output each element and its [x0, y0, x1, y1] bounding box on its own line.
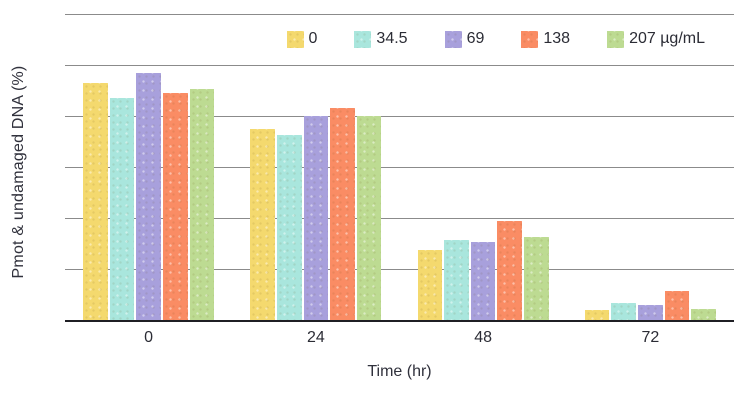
legend-item-34.5: 34.5 [354, 30, 408, 48]
bar-series-0-time-72 [584, 309, 610, 320]
legend: 0 34.5 69 138 207 µg/mL [286, 30, 705, 48]
bar-series-207 µg/mL-time-0 [189, 89, 215, 320]
legend-item-69: 69 [444, 30, 485, 48]
bar-series-207 µg/mL-time-72 [691, 308, 716, 320]
x-tick-label-72: 72 [641, 329, 660, 346]
legend-item-138: 138 [521, 30, 570, 48]
legend-label: 207 µg/mL [629, 30, 705, 47]
grid-line [65, 65, 734, 66]
bar-group-24 [250, 14, 382, 320]
bar-series-138-time-24 [330, 108, 355, 320]
legend-label: 0 [308, 30, 318, 47]
legend-item-207 µg/mL: 207 µg/mL [607, 30, 705, 48]
bar-series-207 µg/mL-time-24 [356, 116, 382, 320]
bar-groups [65, 14, 734, 320]
grid-line [65, 218, 734, 219]
x-axis-title: Time (hr) [367, 363, 432, 380]
bar-series-69-time-24 [303, 116, 329, 320]
legend-label: 69 [466, 30, 485, 47]
plot-area [65, 14, 734, 322]
legend-swatch-icon [444, 30, 462, 48]
bar-group-0 [83, 14, 215, 320]
grid-line [65, 269, 734, 270]
bar-series-138-time-0 [162, 93, 188, 320]
x-axis-ticks: 0 24 48 72 [65, 329, 734, 347]
bar-series-69-time-72 [638, 304, 663, 320]
bar-series-207 µg/mL-time-48 [524, 237, 549, 320]
bar-series-0-time-0 [83, 82, 108, 320]
bar-group-72 [584, 14, 716, 320]
bar-series-138-time-72 [664, 290, 690, 320]
bar-series-0-time-48 [417, 249, 443, 320]
bar-series-34.5-time-0 [109, 98, 135, 320]
bar-series-34.5-time-72 [611, 303, 637, 320]
bar-series-34.5-time-24 [276, 135, 302, 320]
legend-swatch-icon [354, 30, 372, 48]
legend-swatch-icon [607, 30, 625, 48]
legend-swatch-icon [521, 30, 539, 48]
x-tick-label-48: 48 [474, 329, 493, 346]
legend-label: 34.5 [376, 30, 408, 47]
legend-label: 138 [543, 30, 571, 47]
grid-line [65, 167, 734, 168]
bar-series-138-time-48 [497, 220, 523, 320]
legend-swatch-icon [286, 30, 304, 48]
x-tick-label-0: 0 [144, 329, 154, 346]
grid-line [65, 116, 734, 117]
bar-group-48 [417, 14, 549, 320]
grid-line [65, 14, 734, 15]
bar-series-0-time-24 [250, 128, 275, 320]
y-axis-title: Pmot & undamaged DNA (%) [10, 65, 27, 279]
bar-series-34.5-time-48 [444, 239, 469, 320]
legend-item-0: 0 [286, 30, 318, 48]
bar-series-69-time-48 [470, 242, 496, 320]
x-tick-label-24: 24 [306, 329, 325, 346]
bar-series-69-time-0 [136, 72, 161, 320]
